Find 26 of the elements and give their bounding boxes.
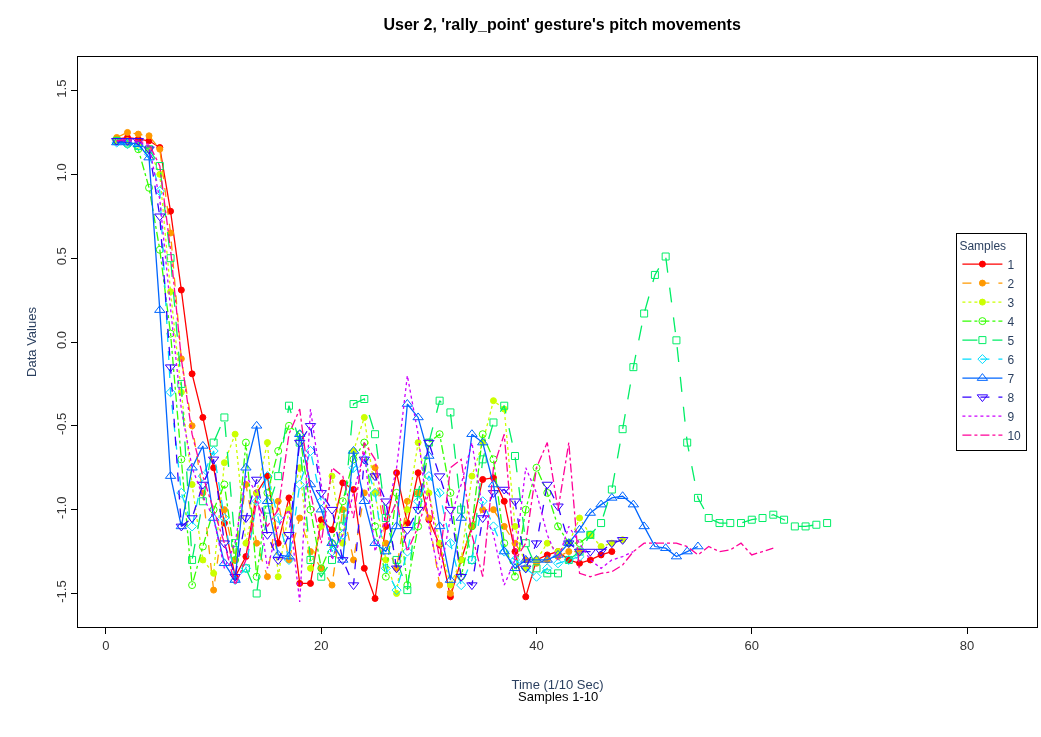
x-tick-label: 80 (959, 637, 975, 653)
y-tick-label: 0.5 (53, 247, 69, 266)
legend-label: 8 (1007, 390, 1015, 405)
y-tick-label: 0.0 (53, 331, 69, 350)
legend-label: 3 (1007, 295, 1015, 310)
y-axis-title: Data Values (23, 306, 39, 377)
y-tick-label: 1.0 (53, 163, 69, 182)
legend-label: 9 (1007, 409, 1015, 424)
x-tick-label: 60 (744, 637, 760, 653)
legend-label: 6 (1007, 352, 1015, 367)
legend-label: 10 (1007, 428, 1022, 443)
y-tick-label: -1.5 (53, 580, 69, 603)
y-tick-label: -1.0 (53, 496, 69, 519)
legend-label: 2 (1007, 276, 1015, 291)
chart-title: User 2, 'rally_point' gesture's pitch movements (383, 15, 741, 33)
legend-label: 7 (1007, 371, 1015, 386)
x-tick-label: 40 (529, 637, 544, 653)
legend-title: Samples (959, 238, 1007, 253)
y-tick-label: -0.5 (53, 412, 69, 436)
y-tick-label: 1.5 (53, 79, 69, 98)
legend-label: 4 (1007, 314, 1015, 329)
x-axis-title: Time (1/10 Sec) (511, 677, 604, 693)
x-tick-label: 0 (102, 637, 110, 653)
legend-label: 1 (1007, 257, 1015, 272)
legend-label: 5 (1007, 333, 1015, 348)
x-tick-label: 20 (314, 637, 329, 653)
